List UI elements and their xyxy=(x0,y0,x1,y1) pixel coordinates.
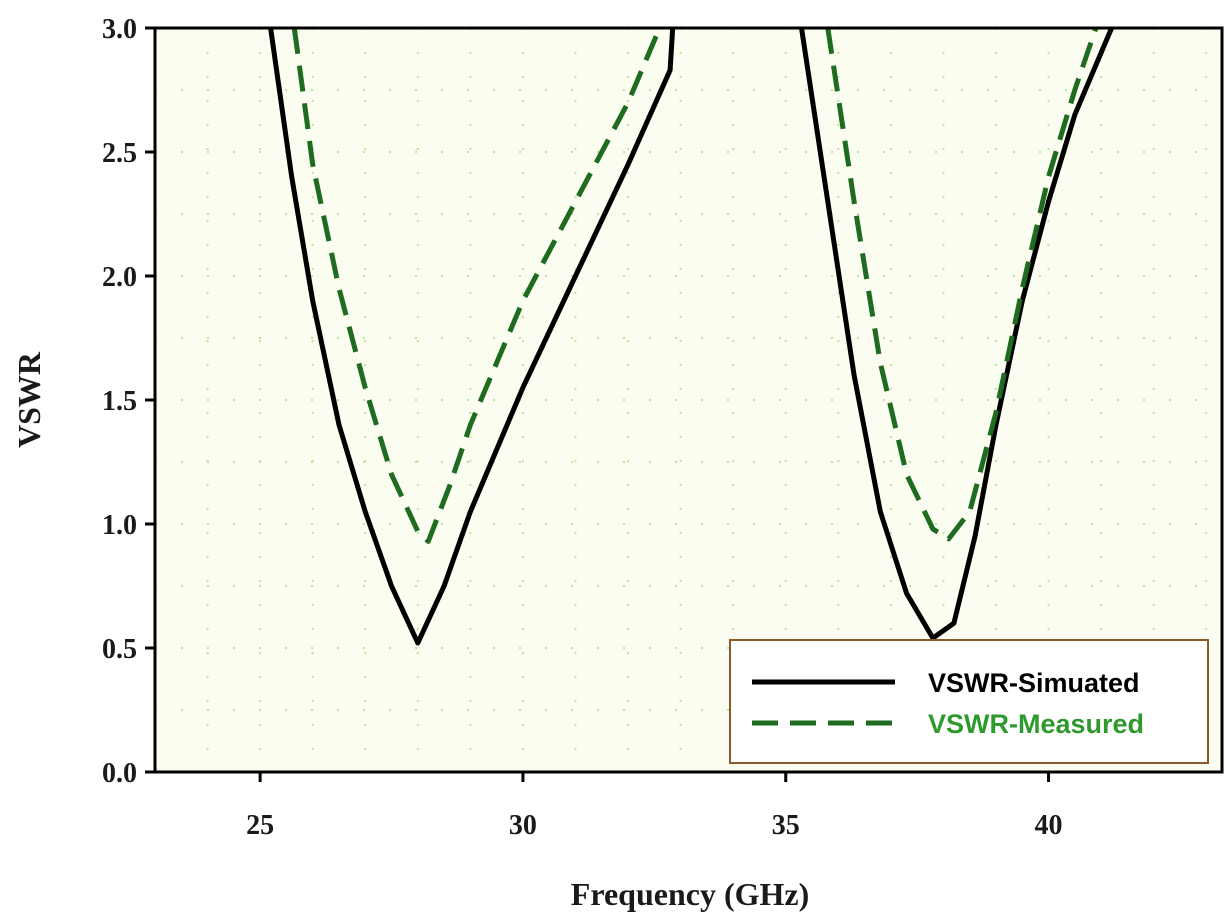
x-tick-label: 30 xyxy=(509,810,537,841)
legend-label-measured: VSWR-Measured xyxy=(928,709,1144,739)
y-tick-label: 2.5 xyxy=(102,138,137,169)
x-tick-label: 25 xyxy=(246,810,274,841)
x-axis-title: Frequency (GHz) xyxy=(571,876,809,912)
series-line-simulated-2 xyxy=(799,28,1114,641)
legend-label-simulated: VSWR-Simuated xyxy=(928,668,1140,698)
y-tick-label: 3.0 xyxy=(102,14,137,45)
y-tick-label: 1.5 xyxy=(102,386,137,417)
x-tick-label: 35 xyxy=(772,810,800,841)
series-line-measured-1 xyxy=(291,28,662,544)
series-line-measured-2 xyxy=(825,28,1099,542)
x-tick-label: 40 xyxy=(1035,810,1063,841)
y-tick-label: 2.0 xyxy=(102,262,137,293)
y-tick-label: 0.5 xyxy=(102,634,137,665)
y-tick-label: 1.0 xyxy=(102,510,137,541)
ticks: 0.0 0.5 1.0 1.5 2.0 2.5 3.0 25 30 35 40 xyxy=(102,14,1063,841)
series-line-simulated-1 xyxy=(268,28,676,646)
legend-box xyxy=(729,639,1209,764)
series-layer xyxy=(268,28,1114,646)
legend: VSWR-Simuated VSWR-Measured xyxy=(729,639,1209,764)
y-axis-title: VSWR xyxy=(11,351,47,448)
y-tick-label: 0.0 xyxy=(102,758,137,789)
